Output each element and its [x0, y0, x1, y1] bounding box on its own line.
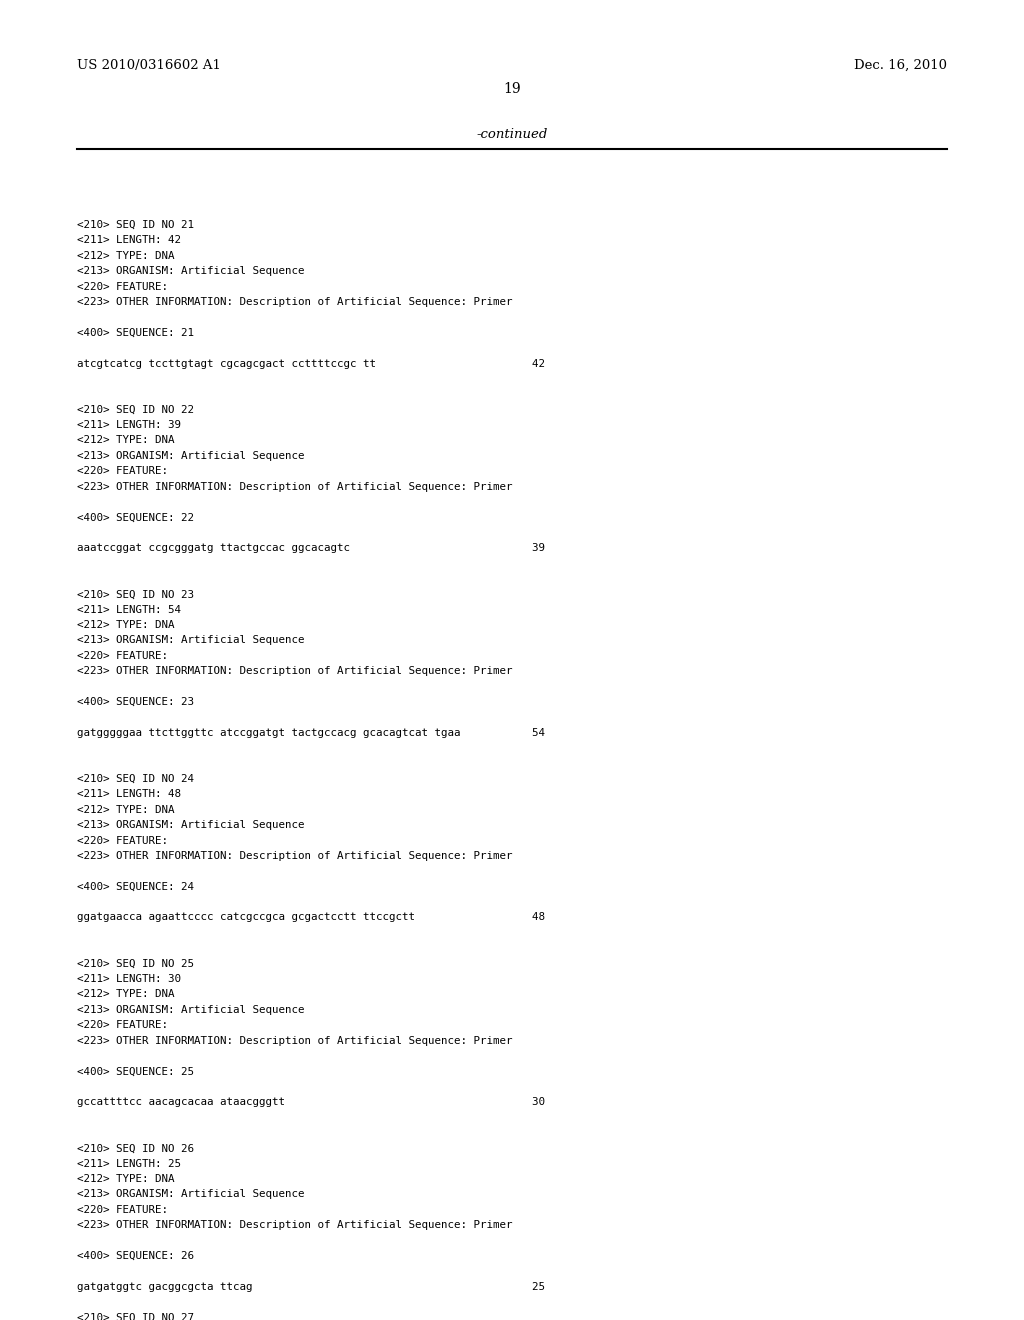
Text: <213> ORGANISM: Artificial Sequence: <213> ORGANISM: Artificial Sequence: [77, 820, 304, 830]
Text: <213> ORGANISM: Artificial Sequence: <213> ORGANISM: Artificial Sequence: [77, 451, 304, 461]
Text: <223> OTHER INFORMATION: Description of Artificial Sequence: Primer: <223> OTHER INFORMATION: Description of …: [77, 851, 512, 861]
Text: <400> SEQUENCE: 24: <400> SEQUENCE: 24: [77, 882, 194, 892]
Text: <212> TYPE: DNA: <212> TYPE: DNA: [77, 436, 174, 445]
Text: <211> LENGTH: 25: <211> LENGTH: 25: [77, 1159, 181, 1168]
Text: <210> SEQ ID NO 21: <210> SEQ ID NO 21: [77, 220, 194, 230]
Text: gccattttcc aacagcacaa ataacgggtt                                      30: gccattttcc aacagcacaa ataacgggtt 30: [77, 1097, 545, 1107]
Text: <223> OTHER INFORMATION: Description of Artificial Sequence: Primer: <223> OTHER INFORMATION: Description of …: [77, 1036, 512, 1045]
Text: <400> SEQUENCE: 25: <400> SEQUENCE: 25: [77, 1067, 194, 1076]
Text: Dec. 16, 2010: Dec. 16, 2010: [854, 58, 947, 71]
Text: <220> FEATURE:: <220> FEATURE:: [77, 651, 168, 661]
Text: <212> TYPE: DNA: <212> TYPE: DNA: [77, 620, 174, 630]
Text: aaatccggat ccgcgggatg ttactgccac ggcacagtc                            39: aaatccggat ccgcgggatg ttactgccac ggcacag…: [77, 543, 545, 553]
Text: <213> ORGANISM: Artificial Sequence: <213> ORGANISM: Artificial Sequence: [77, 635, 304, 645]
Text: <212> TYPE: DNA: <212> TYPE: DNA: [77, 251, 174, 261]
Text: <210> SEQ ID NO 27: <210> SEQ ID NO 27: [77, 1312, 194, 1320]
Text: atcgtcatcg tccttgtagt cgcagcgact ccttttccgc tt                        42: atcgtcatcg tccttgtagt cgcagcgact ccttttc…: [77, 359, 545, 368]
Text: <400> SEQUENCE: 22: <400> SEQUENCE: 22: [77, 512, 194, 523]
Text: <210> SEQ ID NO 22: <210> SEQ ID NO 22: [77, 405, 194, 414]
Text: <210> SEQ ID NO 23: <210> SEQ ID NO 23: [77, 589, 194, 599]
Text: ggatgaacca agaattcccc catcgccgca gcgactcctt ttccgctt                  48: ggatgaacca agaattcccc catcgccgca gcgactc…: [77, 912, 545, 923]
Text: <220> FEATURE:: <220> FEATURE:: [77, 1020, 168, 1030]
Text: US 2010/0316602 A1: US 2010/0316602 A1: [77, 58, 221, 71]
Text: <213> ORGANISM: Artificial Sequence: <213> ORGANISM: Artificial Sequence: [77, 267, 304, 276]
Text: <400> SEQUENCE: 26: <400> SEQUENCE: 26: [77, 1251, 194, 1261]
Text: <213> ORGANISM: Artificial Sequence: <213> ORGANISM: Artificial Sequence: [77, 1189, 304, 1200]
Text: 19: 19: [503, 82, 521, 96]
Text: <223> OTHER INFORMATION: Description of Artificial Sequence: Primer: <223> OTHER INFORMATION: Description of …: [77, 667, 512, 676]
Text: <220> FEATURE:: <220> FEATURE:: [77, 836, 168, 846]
Text: <212> TYPE: DNA: <212> TYPE: DNA: [77, 1173, 174, 1184]
Text: <223> OTHER INFORMATION: Description of Artificial Sequence: Primer: <223> OTHER INFORMATION: Description of …: [77, 482, 512, 491]
Text: <220> FEATURE:: <220> FEATURE:: [77, 281, 168, 292]
Text: <211> LENGTH: 48: <211> LENGTH: 48: [77, 789, 181, 800]
Text: <211> LENGTH: 42: <211> LENGTH: 42: [77, 235, 181, 246]
Text: <212> TYPE: DNA: <212> TYPE: DNA: [77, 805, 174, 814]
Text: <212> TYPE: DNA: <212> TYPE: DNA: [77, 990, 174, 999]
Text: <211> LENGTH: 54: <211> LENGTH: 54: [77, 605, 181, 615]
Text: <220> FEATURE:: <220> FEATURE:: [77, 1205, 168, 1214]
Text: <211> LENGTH: 30: <211> LENGTH: 30: [77, 974, 181, 983]
Text: <210> SEQ ID NO 26: <210> SEQ ID NO 26: [77, 1143, 194, 1154]
Text: <210> SEQ ID NO 25: <210> SEQ ID NO 25: [77, 958, 194, 969]
Text: <210> SEQ ID NO 24: <210> SEQ ID NO 24: [77, 774, 194, 784]
Text: gatgatggtc gacggcgcta ttcag                                           25: gatgatggtc gacggcgcta ttcag 25: [77, 1282, 545, 1292]
Text: <223> OTHER INFORMATION: Description of Artificial Sequence: Primer: <223> OTHER INFORMATION: Description of …: [77, 297, 512, 308]
Text: -continued: -continued: [476, 128, 548, 141]
Text: <223> OTHER INFORMATION: Description of Artificial Sequence: Primer: <223> OTHER INFORMATION: Description of …: [77, 1220, 512, 1230]
Text: <211> LENGTH: 39: <211> LENGTH: 39: [77, 420, 181, 430]
Text: <400> SEQUENCE: 21: <400> SEQUENCE: 21: [77, 327, 194, 338]
Text: <400> SEQUENCE: 23: <400> SEQUENCE: 23: [77, 697, 194, 708]
Text: <213> ORGANISM: Artificial Sequence: <213> ORGANISM: Artificial Sequence: [77, 1005, 304, 1015]
Text: gatgggggaa ttcttggttc atccggatgt tactgccacg gcacagtcat tgaa           54: gatgggggaa ttcttggttc atccggatgt tactgcc…: [77, 727, 545, 738]
Text: <220> FEATURE:: <220> FEATURE:: [77, 466, 168, 477]
